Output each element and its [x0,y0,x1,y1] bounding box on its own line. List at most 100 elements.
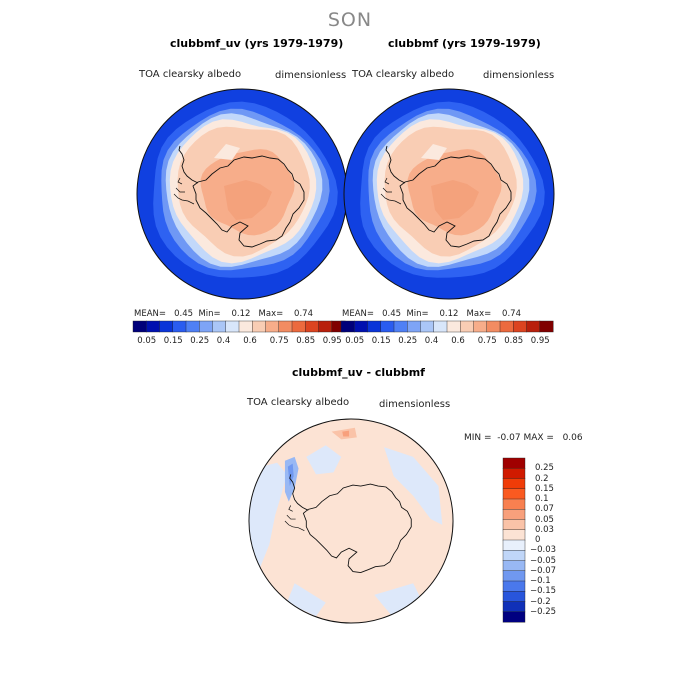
colorbar-swatch [380,320,395,333]
map3-contour-3 [384,447,443,525]
colorbar-swatch [502,519,526,531]
colorbar-tick-label: 0.1 [535,494,549,504]
panel-1-units: dimensionless [275,70,347,81]
colorbar-tick-label: 0.75 [269,336,289,346]
colorbar-swatch [433,320,448,333]
panel-2-stats: MEAN= 0.45 Min= 0.12 Max= 0.74 [342,309,521,319]
map1-islands [173,177,195,205]
colorbar-swatch [502,580,526,592]
colorbar-swatch [446,320,461,333]
map3-contour-2 [306,445,342,475]
colorbar-tick-label: 0.15 [163,336,183,346]
colorbar-tick-label: 0 [535,535,541,545]
colorbar-tick-label: −0.03 [530,545,557,556]
colorbar-swatch [502,529,526,541]
panel-2-title: clubbmf (yrs 1979-1979) [388,37,541,50]
colorbar-tick-label: 0.03 [535,524,554,535]
map3-coastline [302,483,412,573]
colorbar-tick-label: −0.15 [530,586,557,597]
panel-1-map [136,88,348,300]
map1-coastline [192,155,305,248]
colorbar-swatch [225,320,240,333]
colorbar-tick-label: 0.07 [535,504,554,515]
map2-islands [380,177,402,205]
colorbar-swatch [473,320,488,333]
colorbar-swatch [460,320,475,333]
colorbar-swatch [159,320,174,333]
colorbar-swatch [502,488,526,500]
colorbar-swatch [199,320,214,333]
panel-1-colorbar [132,320,346,333]
colorbar-swatch [513,320,528,333]
colorbar-tick-label: 0.25 [535,463,554,474]
panel-1-title: clubbmf_uv (yrs 1979-1979) [170,37,344,50]
colorbar-tick-label: −0.2 [530,596,551,607]
panel-2-colorbar [340,320,554,333]
colorbar-swatch [486,320,501,333]
colorbar-tick-label: 0.05 [345,336,365,346]
panel-3-map [248,418,454,624]
colorbar-tick-label: 0.85 [296,336,316,346]
colorbar-tick-label: 0.6 [243,336,257,346]
season-title: SON [327,9,373,31]
colorbar-tick-label: −0.25 [530,606,557,617]
panel-3-colorbar [502,457,526,623]
colorbar-tick-label: 0.4 [216,336,231,346]
panel-1-colorbar-ticks: 0.05 0.15 0.25 0.4 0.6 0.75 0.85 0.95 [133,336,345,348]
colorbar-swatch [420,320,435,333]
map2-boundary [343,88,555,300]
colorbar-swatch [340,320,355,333]
colorbar-tick-label: 0.4 [424,336,439,346]
map3-contour-9 [342,430,350,437]
colorbar-swatch [499,320,514,333]
panel-2-colorbar-ticks: 0.05 0.15 0.25 0.4 0.6 0.75 0.85 0.95 [341,336,553,348]
map2-peninsula [385,145,406,184]
colorbar-swatch [305,320,320,333]
panel-1-variable: TOA clearsky albedo [139,69,242,80]
colorbar-swatch [185,320,200,333]
colorbar-swatch [502,468,526,480]
colorbar-swatch [252,320,267,333]
colorbar-swatch [146,320,161,333]
colorbar-tick-label: −0.05 [530,555,557,566]
colorbar-swatch [132,320,147,333]
colorbar-tick-label: 0.25 [398,336,418,346]
colorbar-swatch [278,320,293,333]
map2-coastline [399,155,512,248]
colorbar-swatch [502,570,526,582]
colorbar-swatch [502,478,526,490]
colorbar-tick-label: −0.07 [530,565,557,576]
colorbar-swatch [354,320,369,333]
colorbar-swatch [502,550,526,562]
map1-peninsula [178,145,199,184]
colorbar-tick-label: 0.05 [137,336,157,346]
map3-peninsula [289,474,309,511]
map3-islands [284,505,305,532]
colorbar-swatch [407,320,422,333]
map3-contour-1 [248,462,287,584]
colorbar-swatch [265,320,280,333]
colorbar-tick-label: 0.25 [190,336,210,346]
colorbar-tick-label: 0.2 [535,473,549,484]
colorbar-tick-label: 0.6 [451,336,465,346]
map3-boundary [248,418,454,624]
panel-1-stats: MEAN= 0.45 Min= 0.12 Max= 0.74 [134,309,313,319]
colorbar-tick-label: −0.1 [530,576,551,586]
colorbar-swatch [393,320,408,333]
colorbar-swatch [238,320,253,333]
colorbar-swatch [502,611,526,623]
colorbar-swatch [502,601,526,613]
colorbar-swatch [502,539,526,551]
panel-3-variable: TOA clearsky albedo [247,397,350,408]
panel-3-colorbar-ticks: 0.25 0.2 0.15 0.1 0.07 0.05 0.03 0 −0.03 −0.05 −0.… [530,458,570,622]
colorbar-swatch [526,320,541,333]
map3-contour-5 [374,583,423,619]
colorbar-tick-label: 0.95 [530,336,550,346]
colorbar-tick-label: 0.15 [535,483,554,494]
colorbar-tick-label: 0.75 [477,336,497,346]
panel-3-title: clubbmf_uv - clubbmf [292,366,425,379]
panel-2-variable: TOA clearsky albedo [352,69,455,80]
colorbar-swatch [502,509,526,521]
panel-3-units: dimensionless [379,399,451,410]
colorbar-tick-label: 0.85 [504,336,524,346]
